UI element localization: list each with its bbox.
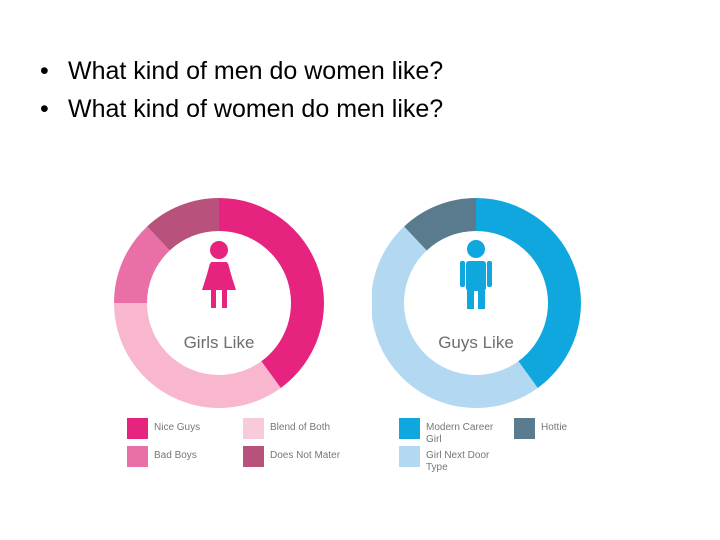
legend-item-modern-career-girl: Modern Career Girl xyxy=(399,418,506,446)
donut-slice-girl-next-door-type xyxy=(372,226,538,408)
legend-swatch xyxy=(399,418,420,439)
legend-swatch xyxy=(399,446,420,467)
girls-slice-group xyxy=(114,198,324,408)
donut-slice-blend-of-both xyxy=(114,303,281,408)
legend-swatch xyxy=(243,446,264,467)
legend-label: Hottie xyxy=(541,422,568,433)
male-figure-icon xyxy=(460,240,492,309)
legend-item-bad-boys: Bad Boys xyxy=(127,446,234,467)
legend-label: Girl Next Door Type xyxy=(426,450,490,473)
bullet-text: What kind of women do men like? xyxy=(68,95,444,123)
legend-item-hottie: Hottie xyxy=(514,418,621,439)
donut-slice-does-not-mater xyxy=(147,198,219,251)
bullet-symbol: • xyxy=(40,57,49,85)
donut-slice-nice-guys xyxy=(219,198,324,388)
donut-slice-bad-boys xyxy=(114,226,170,303)
female-figure-icon xyxy=(202,241,236,308)
bullet-text: What kind of men do women like? xyxy=(68,57,444,85)
legend-swatch xyxy=(127,446,148,467)
guys-donut-svg: Guys Like xyxy=(372,198,581,408)
girls-center-label: Girls Like xyxy=(184,333,255,352)
bullet-item: • What kind of men do women like? xyxy=(40,52,443,90)
donut-slice-modern-career-girl xyxy=(476,198,581,388)
girls-donut-svg: Girls Like xyxy=(114,198,324,408)
legend-item-nice-guys: Nice Guys xyxy=(127,418,234,439)
legend-item-blend-of-both: Blend of Both xyxy=(243,418,350,439)
legend-swatch xyxy=(514,418,535,439)
guys-like-donut-chart: Guys Like xyxy=(372,194,584,412)
legend-label: Nice Guys xyxy=(154,422,201,433)
legend-label: Bad Boys xyxy=(154,450,197,461)
girls-like-donut-chart: Girls Like xyxy=(113,194,325,412)
bullet-symbol: • xyxy=(40,95,49,123)
legend-item-girl-next-door-type: Girl Next Door Type xyxy=(399,446,506,474)
bullet-item: • What kind of women do men like? xyxy=(40,90,443,128)
legend-item-does-not-mater: Does Not Mater xyxy=(243,446,350,467)
legend-swatch xyxy=(243,418,264,439)
legend-label: Does Not Mater xyxy=(270,450,341,461)
guys-slice-group xyxy=(372,198,581,408)
legend-label: Blend of Both xyxy=(270,422,331,433)
legend-label: Modern Career Girl xyxy=(426,422,494,445)
slide-bullet-list: • What kind of men do women like? • What k… xyxy=(40,52,443,128)
donut-slice-hottie xyxy=(404,198,476,251)
guys-center-label: Guys Like xyxy=(438,333,514,352)
legend-swatch xyxy=(127,418,148,439)
